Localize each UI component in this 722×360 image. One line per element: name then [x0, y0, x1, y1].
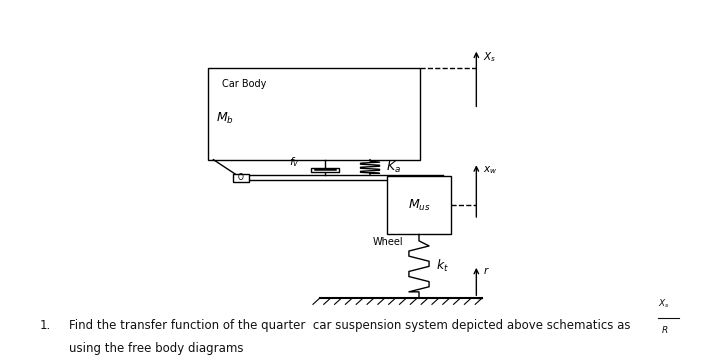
Text: $M_{us}$: $M_{us}$: [408, 198, 430, 213]
Bar: [311, 168, 339, 171]
Text: $f_v$: $f_v$: [290, 155, 300, 168]
Text: O: O: [238, 174, 244, 183]
Text: Wheel: Wheel: [373, 237, 404, 247]
Text: $X_s$: $X_s$: [483, 50, 496, 64]
Text: $R$: $R$: [661, 324, 669, 335]
Bar: [387, 176, 451, 234]
Text: $K_a$: $K_a$: [386, 160, 401, 175]
Bar: [233, 174, 248, 182]
Text: $M_b$: $M_b$: [216, 111, 234, 126]
Text: $r$: $r$: [483, 265, 490, 276]
Text: Find the transfer function of the quarter  car suspension system depicted above : Find the transfer function of the quarte…: [69, 319, 630, 332]
Text: $X_s$: $X_s$: [658, 298, 670, 310]
Text: $x_w$: $x_w$: [483, 164, 497, 176]
Text: using the free body diagrams: using the free body diagrams: [69, 342, 243, 355]
Text: Car Body: Car Body: [222, 79, 266, 89]
Bar: [208, 68, 420, 159]
Text: 1.: 1.: [40, 319, 51, 332]
Text: $k_t$: $k_t$: [436, 258, 448, 274]
